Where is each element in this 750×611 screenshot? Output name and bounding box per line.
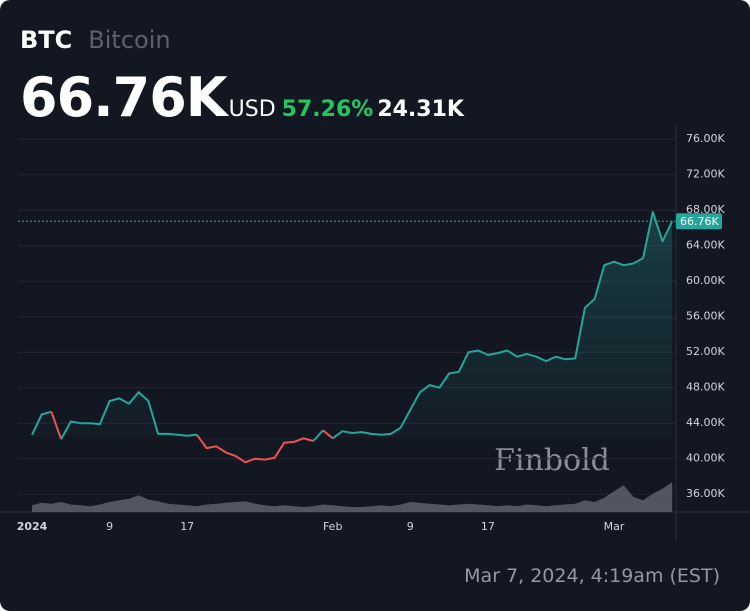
y-tick-label: 60.00K (686, 274, 725, 287)
price-line (196, 434, 314, 464)
price-tag-label: 66.76K (680, 215, 719, 228)
price-area (32, 212, 673, 463)
price-line (50, 411, 63, 440)
price-line (60, 391, 197, 440)
x-tick-label: 9 (106, 520, 113, 533)
price-tag (676, 213, 722, 230)
price-line (322, 429, 334, 440)
x-tick-label: Feb (323, 520, 342, 533)
x-tick-label: 2024 (17, 520, 48, 533)
price: 66.76K (20, 66, 228, 129)
change: 24.31K (377, 97, 464, 122)
quote: 66.76K USD 57.26% 24.31K (20, 66, 464, 129)
y-tick-label: 68.00K (686, 203, 725, 216)
y-tick-label: 64.00K (686, 239, 725, 252)
x-tick-label: Mar (604, 520, 625, 533)
x-tick-label: 9 (407, 520, 414, 533)
asset-name: Bitcoin (88, 26, 171, 54)
y-tick-label: 40.00K (686, 452, 725, 465)
currency: USD (228, 97, 276, 122)
volume-area (32, 482, 673, 512)
change-percent: 57.26% (281, 97, 374, 122)
y-tick-label: 36.00K (686, 487, 725, 500)
price-line (312, 429, 324, 442)
y-tick-label: 48.00K (686, 381, 725, 394)
watermark: Finbold (494, 443, 610, 478)
y-tick-label: 44.00K (686, 416, 725, 429)
header: BTC Bitcoin (20, 26, 171, 54)
y-tick-label: 52.00K (686, 345, 725, 358)
y-tick-label: 76.00K (686, 132, 725, 145)
symbol: BTC (20, 26, 73, 54)
x-tick-label: 17 (481, 520, 495, 533)
price-line (31, 410, 52, 436)
y-tick-label: 56.00K (686, 310, 725, 323)
price-line (332, 211, 674, 440)
timestamp: Mar 7, 2024, 4:19am (EST) (464, 565, 720, 587)
y-tick-label: 72.00K (686, 168, 725, 181)
x-tick-label: 17 (180, 520, 194, 533)
